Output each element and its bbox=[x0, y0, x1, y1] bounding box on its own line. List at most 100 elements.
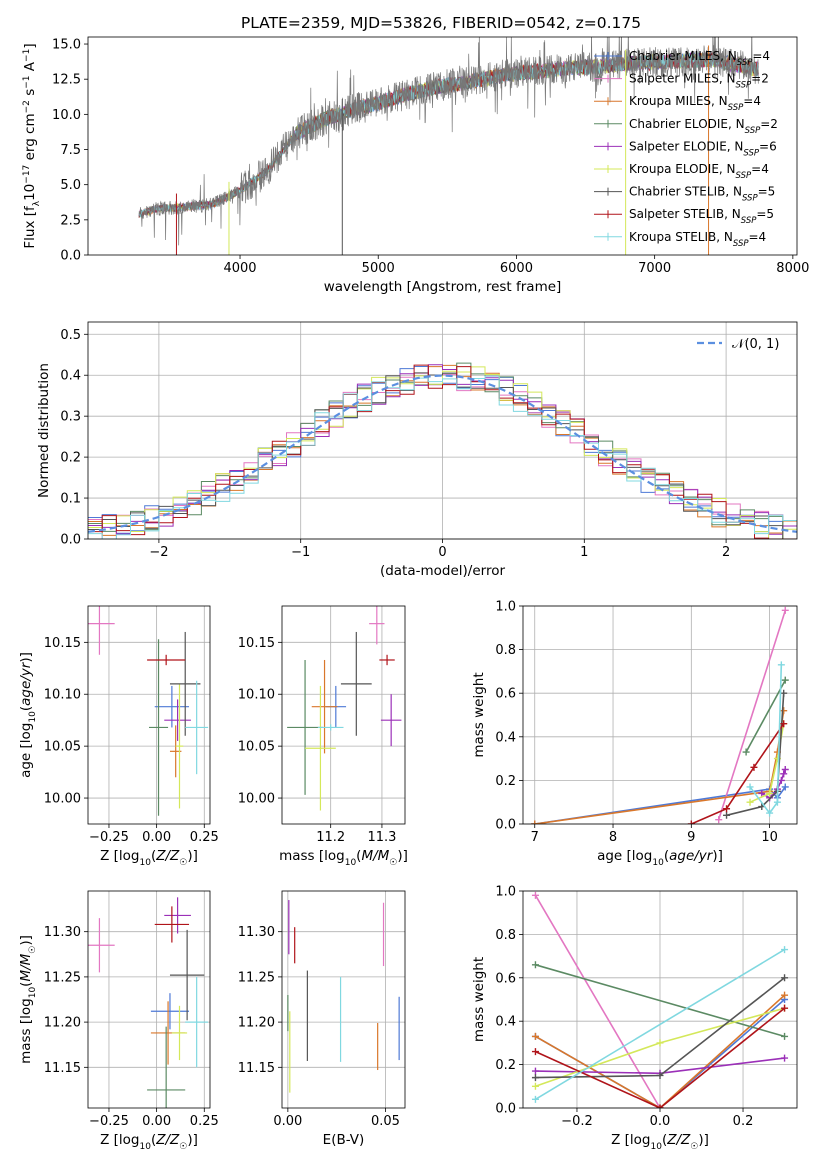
grid-mass-vs-Z bbox=[88, 891, 210, 1108]
point-marker bbox=[746, 783, 754, 791]
axes-age-vs-Z: −0.25 0.00 0.25 10.00 10.05 10.10 10.15 Z [log1… bbox=[18, 605, 219, 868]
point-marker bbox=[758, 789, 766, 797]
axes-spectrum: 4000 5000 6000 7000 8000 0.0 2.5 5.0 7.5 10.0 12.5… bbox=[22, 36, 809, 295]
y-tick-label: 11.25 bbox=[238, 970, 275, 985]
y-tick-label: 10.05 bbox=[238, 740, 275, 755]
y-tick-label: 10.0 bbox=[52, 108, 81, 123]
grid-age-vs-mass bbox=[282, 606, 405, 824]
series-line bbox=[690, 723, 785, 824]
x-axis-label: Z [log10(Z/Z☉)] bbox=[100, 1132, 198, 1152]
point-marker bbox=[687, 820, 695, 824]
series-kroupa-stelib bbox=[746, 661, 785, 817]
series-salpeter-stelib bbox=[531, 1004, 789, 1108]
y-tick-label: 10.15 bbox=[238, 636, 275, 651]
point-marker bbox=[781, 1032, 789, 1040]
errorbar-kroupa-elodie bbox=[175, 683, 184, 809]
y-tick-label: 10.05 bbox=[44, 740, 81, 755]
series-line bbox=[534, 710, 785, 824]
errorbar-salpeter-stelib bbox=[147, 654, 186, 666]
legend-label: Chabrier ELODIE, NSSP=2 bbox=[629, 117, 778, 136]
y-tick-label: 0.2 bbox=[60, 451, 81, 466]
histogram-salpeter-elodie bbox=[88, 364, 797, 535]
plot-area-residuals bbox=[88, 362, 797, 539]
x-tick-label: 9 bbox=[687, 830, 695, 845]
series-line bbox=[535, 948, 785, 1100]
errorbar-chabrier-stelib bbox=[169, 929, 205, 1021]
y-tick-label: 0.1 bbox=[60, 492, 81, 507]
legend-label: Kroupa ELODIE, NSSP=4 bbox=[629, 162, 769, 181]
y-tick-label: 0.4 bbox=[495, 730, 516, 745]
y-tick-label: 10.10 bbox=[44, 688, 81, 703]
y-tick-label: 15.0 bbox=[52, 38, 81, 53]
legend-label: Salpeter ELODIE, NSSP=6 bbox=[629, 139, 777, 158]
y-tick-label: 0.8 bbox=[495, 643, 516, 658]
point-marker bbox=[656, 1071, 664, 1079]
point-marker bbox=[781, 974, 789, 982]
point-marker bbox=[781, 1054, 789, 1062]
x-tick-label: 11.3 bbox=[367, 830, 396, 845]
histogram-kroupa-elodie bbox=[88, 366, 797, 539]
x-tick-label: 4000 bbox=[223, 261, 256, 276]
x-tick-label: 5000 bbox=[362, 261, 395, 276]
x-axis-label: age [log10(age/yr)] bbox=[597, 848, 723, 868]
legend-label: Salpeter STELIB, NSSP=5 bbox=[629, 207, 774, 226]
plot-area-weight-vs-Z bbox=[531, 891, 789, 1108]
point-marker bbox=[780, 720, 788, 728]
axes-frame bbox=[522, 890, 798, 1109]
x-tick-label: 10 bbox=[761, 830, 778, 845]
y-tick-label: 0.4 bbox=[60, 369, 81, 384]
point-marker bbox=[531, 820, 539, 824]
errorbar-kroupa-elodie bbox=[305, 685, 336, 811]
point-marker bbox=[531, 1095, 539, 1103]
errorbar-kroupa-stelib bbox=[317, 724, 344, 731]
point-marker bbox=[780, 770, 788, 778]
histogram-chabrier-stelib bbox=[88, 372, 797, 539]
series-chabrier-elodie bbox=[531, 961, 789, 1040]
point-marker bbox=[780, 689, 788, 697]
errorbar-kroupa-miles bbox=[311, 659, 338, 754]
y-tick-label: 11.30 bbox=[238, 925, 275, 940]
x-tick-label: −1 bbox=[291, 545, 310, 560]
x-tick-label: 1 bbox=[580, 545, 588, 560]
errorbar-salpeter-elodie bbox=[164, 699, 191, 741]
y-tick-label: 0.5 bbox=[60, 328, 81, 343]
x-tick-label: 0 bbox=[438, 545, 446, 560]
errorbar-salpeter-miles bbox=[369, 606, 385, 645]
errorbar-salpeter-miles bbox=[88, 606, 115, 655]
errorbar-salpeter-elodie bbox=[164, 897, 191, 934]
axes-weight-vs-Z: −0.2 0.0 0.2 0.0 0.2 0.4 0.6 0.8 1.0 Z [log10(Z/Z… bbox=[471, 885, 798, 1152]
y-tick-label: 0.2 bbox=[495, 774, 516, 789]
point-marker bbox=[531, 1048, 539, 1056]
y-tick-label: 1.0 bbox=[495, 885, 516, 900]
y-tick-label: 11.30 bbox=[44, 925, 81, 940]
series-line bbox=[535, 964, 785, 1038]
y-tick-label: 11.15 bbox=[44, 1061, 81, 1076]
point-marker bbox=[531, 891, 539, 899]
observed-spectrum bbox=[138, 37, 759, 246]
plot-area-mass-vs-Z bbox=[88, 897, 209, 1108]
y-tick-label: 10.15 bbox=[44, 636, 81, 651]
x-axis-label: Z [log10(Z/Z☉)] bbox=[611, 1132, 709, 1152]
x-axis-label: wavelength [Angstrom, rest frame] bbox=[324, 279, 562, 295]
y-tick-label: 11.20 bbox=[238, 1016, 275, 1031]
y-tick-label: 12.5 bbox=[52, 73, 81, 88]
errorbar-chabrier-elodie bbox=[147, 1026, 186, 1108]
axes-frame bbox=[522, 605, 798, 825]
x-tick-label: 0.25 bbox=[190, 830, 219, 845]
y-tick-label: 10.00 bbox=[44, 792, 81, 807]
errorbar-chabrier-stelib bbox=[340, 631, 372, 736]
axes-frame bbox=[87, 890, 211, 1109]
y-tick-label: 0.0 bbox=[60, 533, 81, 548]
errorbar-kroupa-elodie bbox=[171, 1005, 188, 1061]
point-marker bbox=[531, 1074, 539, 1082]
y-axis-label: mass weight bbox=[471, 672, 487, 757]
point-marker bbox=[781, 1004, 789, 1012]
axes-frame bbox=[87, 36, 798, 256]
series-line bbox=[535, 1007, 786, 1108]
legend: 𝒩(0, 1) bbox=[697, 337, 779, 352]
point-marker bbox=[781, 991, 789, 999]
x-tick-label: 0.00 bbox=[273, 1114, 302, 1129]
series-kroupa-stelib bbox=[531, 946, 789, 1103]
x-tick-label: 0.00 bbox=[142, 1114, 171, 1129]
